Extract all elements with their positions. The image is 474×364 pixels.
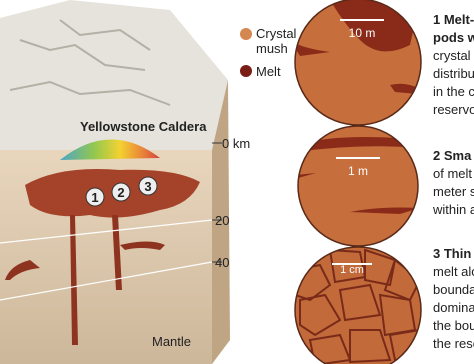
caldera-label: Yellowstone Caldera bbox=[80, 119, 207, 134]
caption-line: in the c bbox=[433, 84, 474, 99]
legend: Crystal mush Melt bbox=[240, 26, 297, 79]
caption-line: crystal bbox=[433, 48, 471, 63]
panel: 10 m bbox=[294, 0, 422, 126]
heat-dome bbox=[60, 139, 160, 160]
caption-line: 2 Sma bbox=[433, 148, 472, 163]
panel-outline bbox=[294, 246, 422, 364]
scale-label: 1 m bbox=[348, 164, 368, 178]
caption-line: domina bbox=[433, 300, 474, 315]
caption-line: of melt bbox=[433, 166, 472, 181]
marker-label: 1 bbox=[91, 190, 98, 205]
grain-boundaries bbox=[295, 248, 421, 364]
legend-swatch bbox=[240, 65, 252, 77]
caption-line: the rese bbox=[433, 336, 474, 351]
legend-label: Melt bbox=[256, 64, 281, 79]
scale-label: 1 cm bbox=[340, 264, 364, 276]
panel-circle bbox=[298, 126, 418, 246]
depth-label: 40 bbox=[215, 255, 229, 270]
legend-label: mush bbox=[256, 41, 288, 56]
captions: 1 Melt- pods w crystal distribu in the c… bbox=[432, 12, 474, 351]
marker bbox=[111, 182, 131, 202]
depth-label: 20 bbox=[215, 213, 229, 228]
panel: 1 m bbox=[297, 125, 419, 247]
caption-line: meter s bbox=[433, 184, 474, 199]
block-diagram: Yellowstone Caldera 1 2 3 0 km 20 40 Man… bbox=[0, 0, 250, 364]
caption-line: bounda bbox=[433, 282, 474, 297]
panel: 1 cm bbox=[294, 246, 422, 364]
ridges bbox=[9, 19, 171, 106]
caption-line: the bou bbox=[433, 318, 474, 333]
marker bbox=[138, 176, 158, 196]
scale-label: 10 m bbox=[349, 26, 376, 40]
caption-line: 1 Melt- bbox=[433, 12, 474, 27]
panel-outline bbox=[294, 0, 422, 126]
panel-outline bbox=[297, 125, 419, 247]
legend-label: Crystal bbox=[256, 26, 297, 41]
markers: 1 2 3 bbox=[85, 176, 158, 207]
marker bbox=[85, 187, 105, 207]
magma-dikes bbox=[5, 215, 165, 345]
mantle-label: Mantle bbox=[152, 334, 191, 349]
depth-line bbox=[0, 219, 213, 244]
caption-line: distribu bbox=[433, 66, 474, 81]
terrain bbox=[0, 0, 228, 150]
side-face bbox=[212, 80, 230, 364]
depth-label: 0 km bbox=[222, 136, 250, 151]
melt-pod bbox=[295, 0, 421, 95]
marker-label: 2 bbox=[117, 185, 124, 200]
caption-line: within a bbox=[432, 202, 474, 217]
caption-line: reservo bbox=[433, 102, 474, 117]
legend-swatch bbox=[240, 28, 252, 40]
depth-line bbox=[0, 261, 213, 301]
marker-label: 3 bbox=[144, 179, 151, 194]
caption-line: 3 Thin bbox=[433, 246, 471, 261]
caption-line: pods w bbox=[433, 30, 474, 45]
caption-line: melt alo bbox=[433, 264, 474, 279]
